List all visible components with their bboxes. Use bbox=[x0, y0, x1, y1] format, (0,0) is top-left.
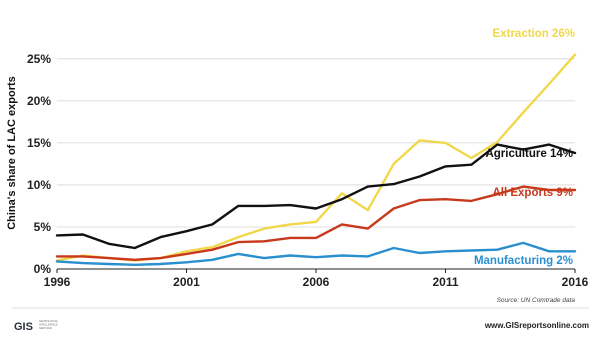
series-line-manufacturing bbox=[55, 241, 577, 266]
series-label-manufacturing: Manufacturing 2% bbox=[474, 255, 573, 267]
series-line-all-exports bbox=[55, 185, 577, 261]
logo-subline-3: SERVICES bbox=[39, 326, 52, 330]
source-note: Source: UN Comtrade data bbox=[497, 297, 576, 304]
series-line-agriculture bbox=[55, 143, 577, 250]
y-axis-tick-labels: 0% 5% 10% 15% 20% 25% bbox=[27, 52, 51, 276]
logo-subline-2: INTELLIGENCE bbox=[39, 323, 58, 327]
series-lines bbox=[55, 53, 577, 266]
footer-url: www.GISreportsonline.com bbox=[484, 321, 589, 330]
y-tick-label: 20% bbox=[27, 94, 51, 108]
x-tick-label: 2006 bbox=[303, 275, 330, 289]
x-tick-label: 2001 bbox=[173, 275, 200, 289]
x-tick-label: 2016 bbox=[562, 275, 589, 289]
y-axis-title: China's share of LAC exports bbox=[6, 76, 18, 230]
y-tick-label: 0% bbox=[34, 262, 52, 276]
series-label-all-exports: All Exports 9% bbox=[492, 187, 573, 199]
logo-wordmark: GIS bbox=[14, 321, 33, 333]
gis-logo: GIS GEOPOLITICAL INTELLIGENCE SERVICES bbox=[14, 319, 59, 333]
y-tick-label: 5% bbox=[34, 220, 52, 234]
series-label-extraction: Extraction 26% bbox=[493, 28, 575, 40]
series-labels: Extraction 26% Agriculture 14% All Exports… bbox=[474, 28, 575, 267]
y-tick-label: 15% bbox=[27, 136, 51, 150]
grid-lines bbox=[57, 58, 575, 228]
y-tick-label: 10% bbox=[27, 178, 51, 192]
x-tick-label: 1996 bbox=[44, 275, 71, 289]
y-tick-label: 25% bbox=[27, 52, 51, 66]
logo-subline-1: GEOPOLITICAL bbox=[39, 319, 59, 323]
x-axis-tick-labels: 1996 2001 2006 2011 2016 bbox=[44, 269, 589, 289]
x-tick-label: 2011 bbox=[432, 275, 458, 289]
series-label-agriculture: Agriculture 14% bbox=[485, 148, 573, 160]
